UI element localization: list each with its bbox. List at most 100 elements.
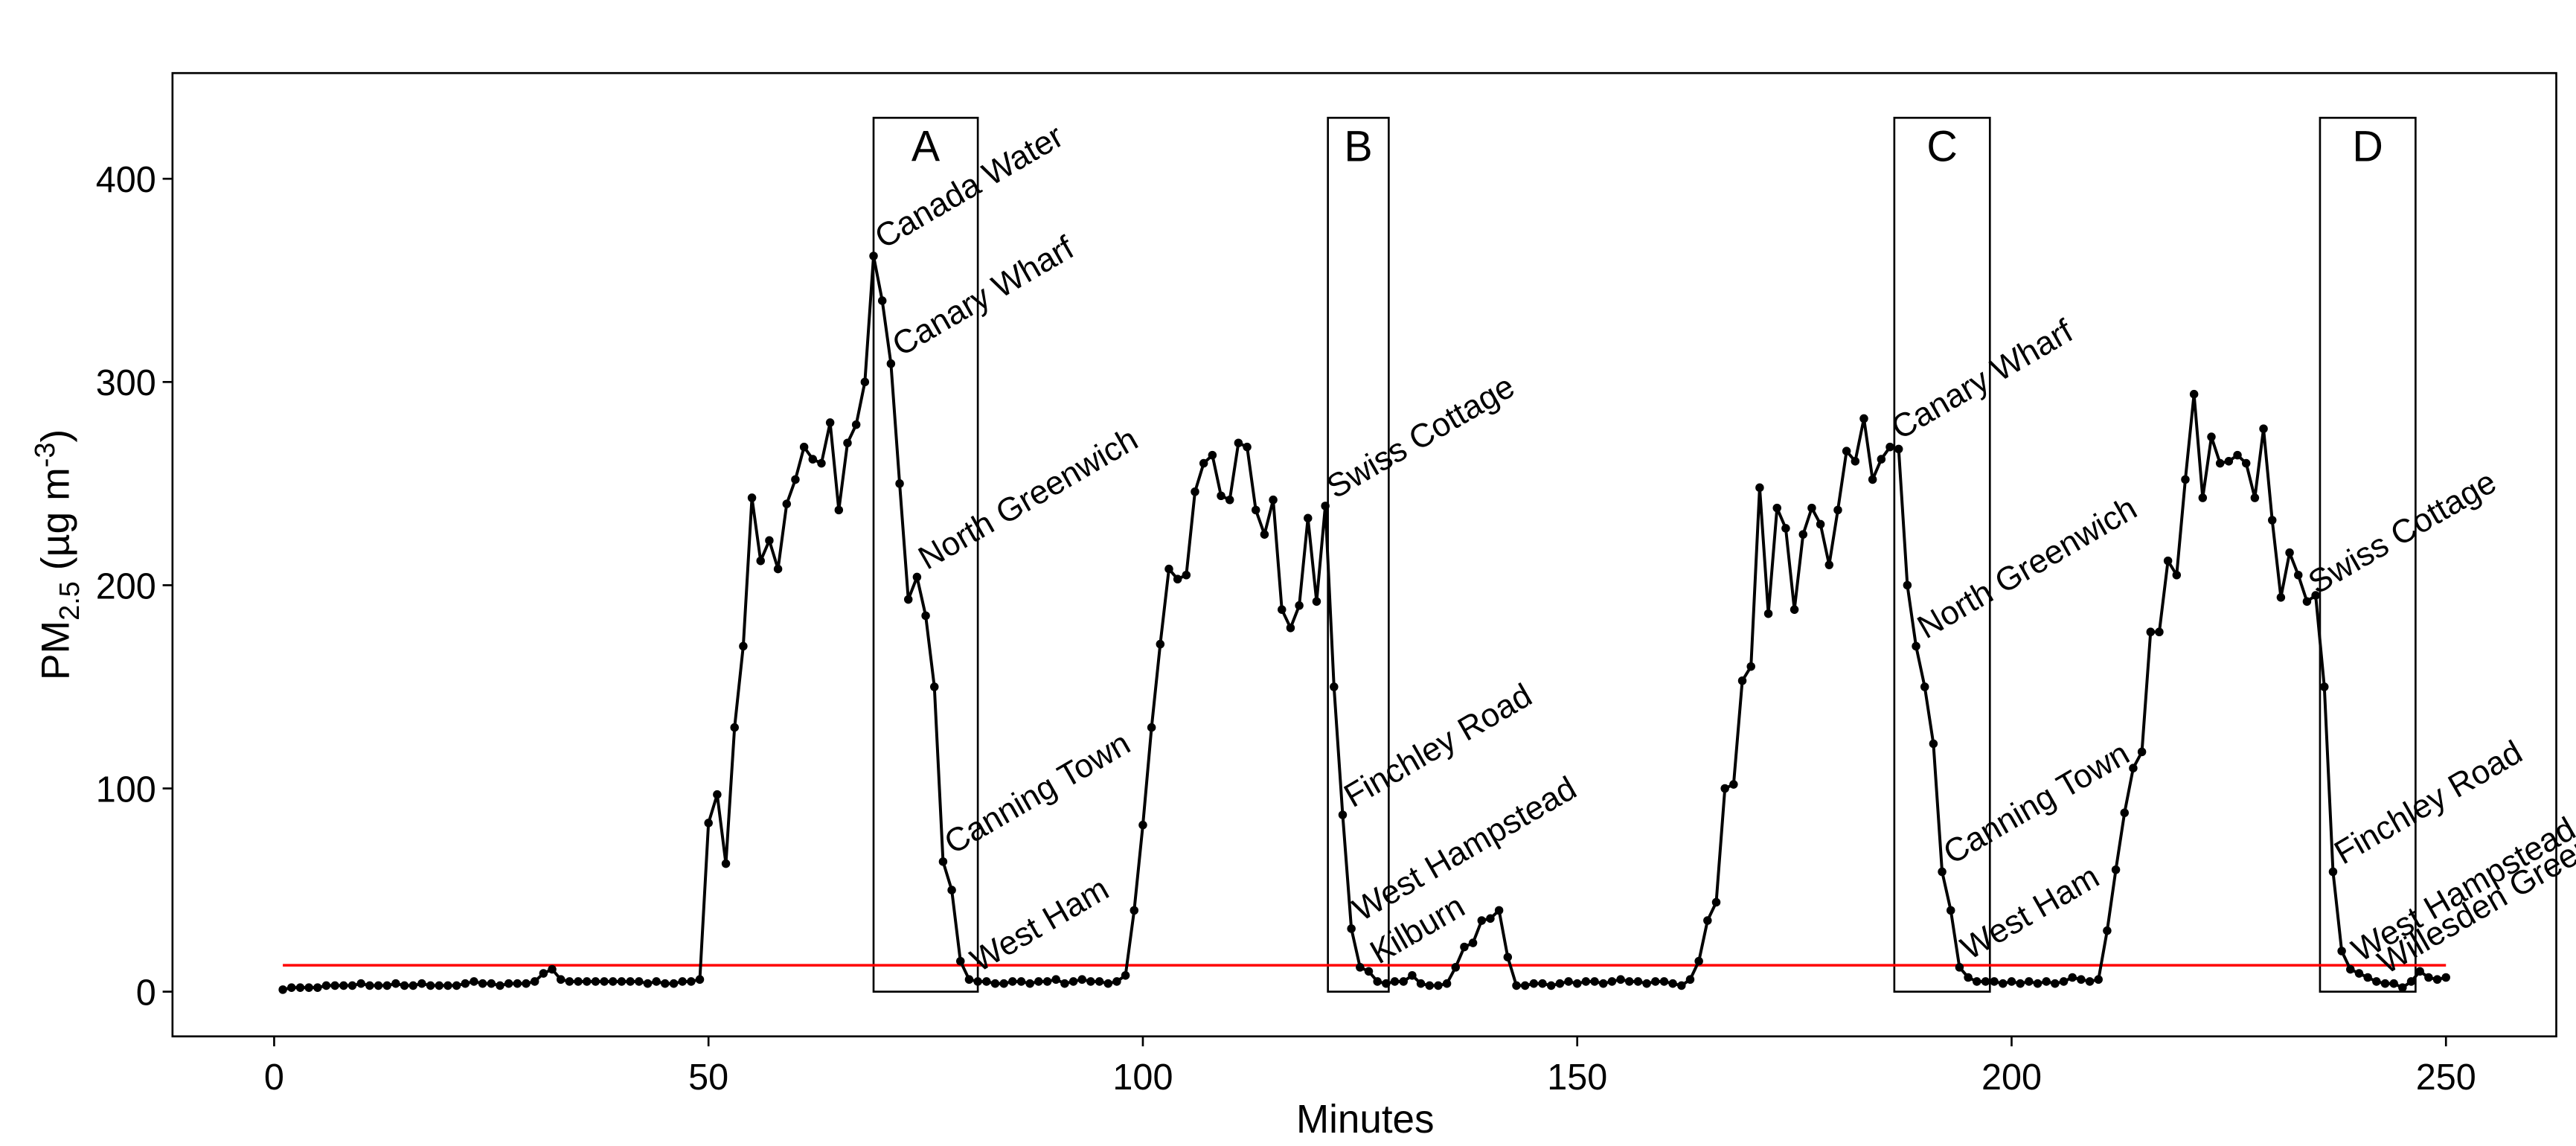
data-point [347,981,357,990]
data-point [1486,914,1495,923]
data-point [895,479,904,488]
data-point [1555,979,1565,988]
station-annotation: Swiss Cottage [2302,464,2502,601]
data-point [687,977,696,986]
data-point [461,979,470,988]
data-point [2346,964,2355,974]
station-annotation: Canning Town [938,725,1136,862]
data-point [1824,560,1834,569]
data-point [2146,627,2156,637]
x-tick-label: 50 [688,1057,728,1098]
data-point [678,977,687,986]
data-point [1538,979,1547,988]
data-point [1416,979,1426,988]
data-point [1251,505,1260,515]
data-point [1703,916,1712,925]
data-point [2051,979,2060,988]
data-point [2068,973,2077,982]
y-label-part: PM [34,621,78,680]
y-label-sub: 2.5 [54,581,85,621]
data-point [2189,389,2199,399]
data-point [513,979,522,988]
x-axis-label: Minutes [1296,1098,1435,1142]
data-point [2033,979,2042,988]
data-point [574,977,583,986]
data-point [1425,981,1434,990]
data-point [1312,597,1321,606]
data-point [435,981,443,990]
data-point [669,979,679,988]
box-label: A [911,123,941,170]
data-point [2215,458,2225,468]
data-point [1034,977,1043,986]
data-point [1885,442,1894,452]
data-point [2432,975,2442,985]
data-point [1763,609,1773,618]
data-point [600,977,609,986]
data-point [1877,455,1886,464]
data-point [635,977,644,986]
data-point [2320,682,2329,691]
data-point [478,979,487,988]
data-point [860,377,870,387]
data-point [1112,977,1121,986]
data-point [2094,975,2103,985]
data-point [2398,983,2407,992]
data-point [1468,938,1478,947]
highlight-box [2319,116,2417,993]
data-point [2241,458,2251,468]
data-point [2025,977,2034,986]
data-point [1016,977,1026,986]
data-point [1338,810,1348,819]
data-point [695,975,705,985]
data-point [1060,979,1069,988]
data-point [2207,432,2216,441]
data-point [426,981,435,990]
data-point [869,252,878,260]
highlight-box [1893,116,1991,993]
y-tick-label: 0 [136,973,156,1013]
data-point [1564,977,1573,986]
data-point [2129,764,2138,773]
data-point [1607,977,1617,986]
data-point [1581,977,1591,986]
data-point [1964,973,1973,982]
data-point [2007,977,2016,986]
data-point [1269,495,1278,505]
data-point [921,611,930,621]
data-point [1173,574,1182,584]
data-point [825,418,835,427]
data-point [1859,414,1868,423]
data-point [1598,979,1608,988]
data-point [1008,977,1017,986]
data-point [2267,516,2277,525]
data-point [2111,865,2121,874]
data-point [443,981,452,990]
data-point [2181,475,2190,484]
data-point [1572,979,1582,988]
y-label-part: ) [34,429,78,443]
data-point [1103,979,1112,988]
data-point [1851,457,1860,466]
data-point [1364,967,1374,976]
data-point [1434,981,1443,990]
data-point [912,572,922,582]
data-point [2137,747,2147,757]
x-tick-label: 200 [1981,1057,2042,1098]
data-point [1947,906,1955,915]
data-point [990,979,1000,988]
data-point [1077,975,1086,985]
data-point [938,857,948,866]
data-point [1304,513,1313,523]
data-point [1164,564,1173,574]
data-point [1529,979,1539,988]
data-point [652,977,661,986]
data-point [1729,780,1738,789]
station-annotation: Finchley Road [1338,677,1538,815]
data-point [1894,444,1903,454]
data-point [1938,867,1947,877]
data-point [1130,906,1139,915]
data-point [1790,605,1799,614]
data-point [617,977,627,986]
